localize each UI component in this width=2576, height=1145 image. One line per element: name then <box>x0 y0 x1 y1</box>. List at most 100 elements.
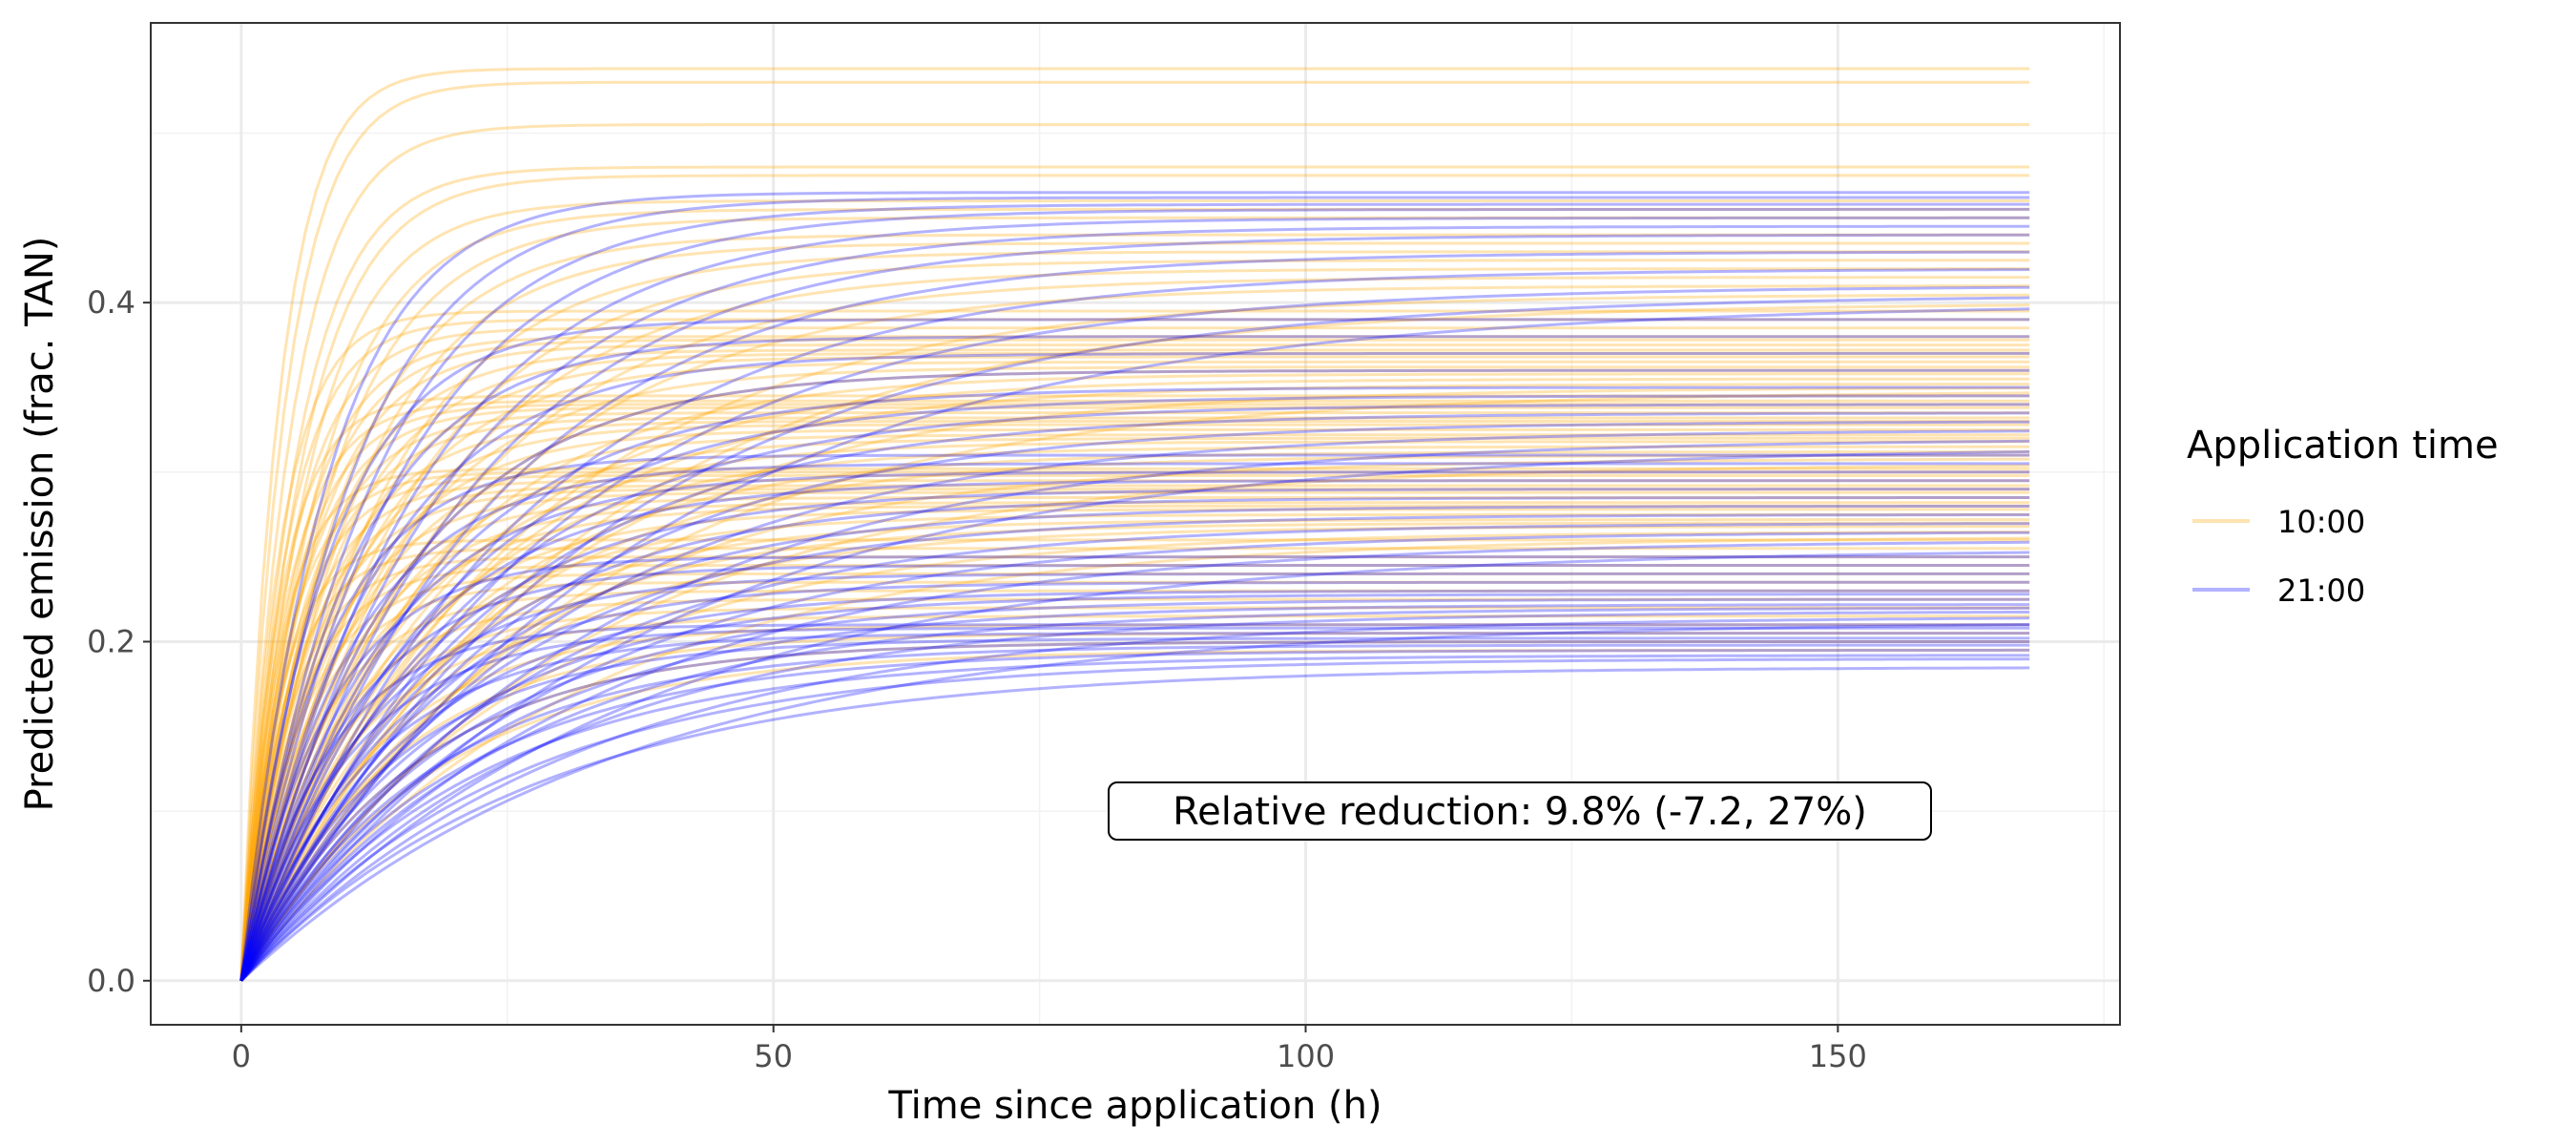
series-line <box>239 303 2030 982</box>
y-axis-title: Predicted emission (frac. TAN) <box>18 237 62 812</box>
series-line <box>239 504 2030 982</box>
series-line <box>239 572 2030 982</box>
series-line <box>239 344 2030 981</box>
series-line <box>239 462 2030 982</box>
series-line <box>239 348 2030 981</box>
series-line <box>239 224 2030 982</box>
series-line <box>239 80 2030 981</box>
axis-ticks: 0 50 100 150 0.0 0.2 0.4 <box>87 284 1867 1074</box>
series-line <box>239 67 2030 981</box>
plot-border <box>150 22 2121 1026</box>
x-tick-label: 0 <box>232 1038 251 1074</box>
series-line <box>239 423 2030 982</box>
series-line <box>239 640 2030 982</box>
series-line <box>239 436 2030 982</box>
series-line <box>239 391 2030 982</box>
series-line <box>239 538 2030 981</box>
series-line <box>239 233 2030 982</box>
series-line <box>239 285 2030 982</box>
series-line <box>239 267 2030 982</box>
series-line <box>239 450 2030 982</box>
series-line <box>239 479 2030 981</box>
series-line <box>239 666 2030 982</box>
series-line <box>239 522 2030 982</box>
series-line <box>239 439 2030 982</box>
legend-label-1000: 10:00 <box>2277 504 2365 540</box>
series-line <box>239 521 2030 982</box>
series-line <box>239 457 2030 982</box>
series-line <box>239 464 2030 982</box>
x-tick-label: 100 <box>1277 1038 1335 1074</box>
series-line <box>239 394 2030 982</box>
series-line <box>239 540 2030 982</box>
series-line <box>239 383 2030 982</box>
series-line <box>239 643 2030 982</box>
series-line <box>239 427 2030 982</box>
series-line <box>239 589 2030 982</box>
series-line <box>239 372 2030 982</box>
series-line <box>239 525 2030 982</box>
series-line <box>239 473 2030 981</box>
y-tick-label: 0.4 <box>87 284 135 321</box>
series-line <box>239 496 2030 982</box>
series-line <box>239 490 2030 982</box>
series-line <box>239 241 2030 982</box>
series-line <box>239 165 2030 981</box>
series-line <box>239 611 2030 982</box>
series-line <box>239 433 2030 982</box>
series-line <box>239 216 2030 982</box>
series-line <box>239 623 2030 982</box>
series-line <box>239 216 2030 981</box>
series-line <box>239 555 2030 981</box>
series-line <box>239 276 2030 982</box>
series-line <box>239 207 2030 981</box>
series-line <box>239 555 2030 982</box>
series-line <box>239 199 2030 981</box>
series-line <box>239 632 2030 982</box>
series-line <box>239 616 2030 982</box>
series-line <box>239 626 2030 982</box>
series-line <box>239 394 2030 981</box>
series-line <box>239 365 2030 982</box>
series-line <box>239 368 2030 982</box>
series-line <box>239 648 2030 982</box>
series-line <box>239 202 2030 982</box>
annotation-text: Relative reduction: 9.8% (-7.2, 27%) <box>1173 790 1867 834</box>
series-line <box>239 318 2030 982</box>
series-line <box>239 531 2030 982</box>
series-line <box>239 496 2030 982</box>
series-line <box>239 453 2030 982</box>
series-line <box>239 606 2030 982</box>
series-line <box>239 449 2030 982</box>
series-line <box>239 648 2030 982</box>
series-line <box>239 531 2030 982</box>
y-tick-label: 0.0 <box>87 963 135 999</box>
series-line <box>239 623 2030 982</box>
series-line <box>239 518 2030 982</box>
series-line <box>239 250 2030 982</box>
series-line <box>239 654 2030 982</box>
series-line <box>239 403 2030 982</box>
series-line <box>239 551 2030 982</box>
x-tick-label: 150 <box>1809 1038 1867 1074</box>
series-line <box>239 445 2030 982</box>
series-2100 <box>239 191 2030 982</box>
series-line <box>239 351 2030 982</box>
series-line <box>239 318 2030 981</box>
series-line <box>239 505 2030 982</box>
series-line <box>239 420 2030 982</box>
series-line <box>239 355 2030 982</box>
legend-title: Application time <box>2187 424 2499 468</box>
series-line <box>239 307 2030 982</box>
series-line <box>239 513 2030 982</box>
series-line <box>239 326 2030 981</box>
series-line <box>239 636 2030 982</box>
series-line <box>239 411 2030 982</box>
series-line <box>239 488 2030 982</box>
series-line <box>239 614 2030 982</box>
series-line <box>239 335 2030 981</box>
series-line <box>239 233 2030 982</box>
series-line <box>239 470 2030 982</box>
series-line <box>239 440 2030 982</box>
